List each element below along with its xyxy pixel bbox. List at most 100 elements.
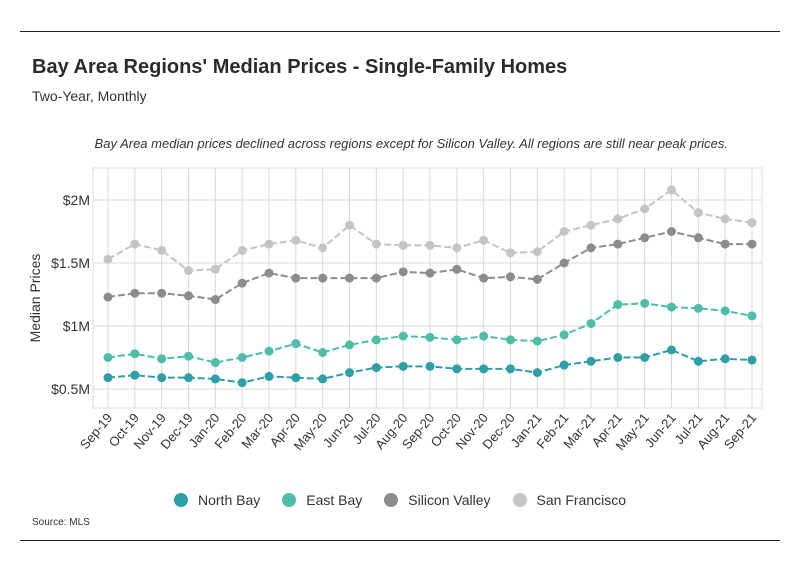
data-point-silicon-valley bbox=[452, 264, 462, 274]
data-point-san-francisco bbox=[693, 208, 703, 218]
data-point-san-francisco bbox=[184, 266, 193, 276]
chart-subtitle: Two-Year, Monthly bbox=[32, 88, 147, 104]
data-point-east-bay bbox=[720, 306, 730, 316]
legend-label-east-bay: East Bay bbox=[306, 492, 363, 508]
data-point-north-bay bbox=[318, 374, 328, 384]
data-point-san-francisco bbox=[506, 248, 515, 258]
data-point-san-francisco bbox=[210, 264, 220, 274]
legend-item-silicon-valley: Silicon Valley bbox=[384, 492, 491, 508]
x-tick-label: Sep-19 bbox=[77, 410, 115, 452]
data-point-east-bay bbox=[210, 358, 220, 368]
data-point-san-francisco bbox=[237, 245, 247, 255]
data-point-east-bay bbox=[103, 353, 113, 362]
data-point-silicon-valley bbox=[640, 233, 650, 243]
data-point-silicon-valley bbox=[693, 233, 703, 243]
data-point-san-francisco bbox=[613, 214, 623, 224]
data-point-east-bay bbox=[184, 351, 193, 361]
data-point-silicon-valley bbox=[371, 273, 381, 283]
legend-item-san-francisco: San Francisco bbox=[512, 492, 626, 508]
data-point-silicon-valley bbox=[720, 239, 730, 249]
legend-swatch-silicon-valley bbox=[384, 493, 399, 507]
data-point-silicon-valley bbox=[747, 239, 757, 249]
data-point-north-bay bbox=[720, 354, 730, 364]
data-point-east-bay bbox=[130, 349, 140, 359]
legend-label-san-francisco: San Francisco bbox=[536, 492, 626, 508]
top-rule bbox=[20, 31, 780, 32]
data-point-east-bay bbox=[693, 303, 703, 313]
data-point-north-bay bbox=[237, 378, 247, 388]
data-point-east-bay bbox=[157, 354, 167, 364]
data-point-north-bay bbox=[184, 373, 193, 383]
data-point-north-bay bbox=[479, 364, 489, 374]
data-point-east-bay bbox=[452, 335, 462, 345]
data-point-silicon-valley bbox=[264, 268, 274, 278]
data-point-san-francisco bbox=[532, 247, 542, 257]
data-point-san-francisco bbox=[318, 243, 328, 253]
data-point-east-bay bbox=[479, 331, 489, 341]
data-point-san-francisco bbox=[291, 235, 301, 245]
data-point-north-bay bbox=[667, 345, 676, 355]
data-point-san-francisco bbox=[559, 227, 569, 236]
data-point-silicon-valley bbox=[506, 272, 515, 282]
data-point-silicon-valley bbox=[479, 273, 489, 283]
legend-label-silicon-valley: Silicon Valley bbox=[408, 492, 491, 508]
chart-title: Bay Area Regions' Median Prices - Single… bbox=[32, 56, 568, 78]
data-point-silicon-valley bbox=[237, 278, 247, 288]
legend-label-north-bay: North Bay bbox=[198, 492, 261, 508]
data-point-san-francisco bbox=[747, 218, 757, 228]
data-point-north-bay bbox=[747, 355, 757, 365]
data-point-san-francisco bbox=[157, 245, 167, 255]
data-point-north-bay bbox=[586, 356, 596, 366]
data-point-north-bay bbox=[345, 368, 354, 378]
data-point-silicon-valley bbox=[345, 273, 354, 283]
y-tick-label: $0.5M bbox=[51, 381, 90, 397]
data-point-north-bay bbox=[425, 361, 435, 371]
data-point-north-bay bbox=[693, 356, 703, 366]
data-point-east-bay bbox=[613, 300, 623, 310]
data-point-san-francisco bbox=[452, 243, 462, 253]
data-point-silicon-valley bbox=[559, 258, 569, 268]
data-point-east-bay bbox=[237, 353, 247, 362]
data-point-east-bay bbox=[264, 346, 274, 356]
data-point-silicon-valley bbox=[184, 291, 193, 301]
data-point-east-bay bbox=[318, 347, 328, 357]
data-point-san-francisco bbox=[425, 240, 435, 250]
data-point-san-francisco bbox=[586, 220, 596, 230]
bottom-rule bbox=[20, 540, 780, 541]
data-point-east-bay bbox=[345, 340, 354, 350]
y-tick-label: $2M bbox=[63, 192, 90, 208]
plot-frame bbox=[92, 167, 763, 409]
data-point-san-francisco bbox=[398, 240, 408, 250]
data-point-silicon-valley bbox=[425, 268, 435, 278]
data-point-silicon-valley bbox=[613, 239, 623, 249]
data-point-north-bay bbox=[130, 370, 140, 380]
data-point-silicon-valley bbox=[130, 288, 140, 298]
legend-item-north-bay: North Bay bbox=[174, 492, 260, 508]
chart-legend: North Bay East Bay Silicon Valley San Fr… bbox=[0, 492, 800, 508]
data-point-east-bay bbox=[559, 330, 569, 340]
data-point-north-bay bbox=[613, 353, 623, 362]
y-tick-label: $1.5M bbox=[51, 255, 90, 271]
data-point-east-bay bbox=[586, 318, 596, 328]
chart-annotation: Bay Area median prices declined across r… bbox=[94, 136, 728, 151]
data-point-east-bay bbox=[398, 331, 408, 341]
data-point-silicon-valley bbox=[398, 267, 408, 277]
data-point-silicon-valley bbox=[103, 292, 113, 302]
data-point-east-bay bbox=[532, 336, 542, 346]
data-point-north-bay bbox=[506, 364, 515, 374]
data-point-san-francisco bbox=[130, 239, 140, 249]
data-point-san-francisco bbox=[667, 185, 676, 195]
data-point-north-bay bbox=[264, 371, 274, 381]
data-point-north-bay bbox=[371, 363, 381, 373]
source-note: Source: MLS bbox=[32, 517, 90, 528]
y-axis-label: Median Prices bbox=[27, 254, 43, 343]
data-point-north-bay bbox=[559, 360, 569, 370]
legend-swatch-east-bay bbox=[282, 493, 297, 507]
data-point-san-francisco bbox=[640, 204, 650, 214]
data-point-north-bay bbox=[398, 361, 408, 371]
data-point-north-bay bbox=[103, 373, 113, 383]
data-point-silicon-valley bbox=[586, 243, 596, 253]
data-point-silicon-valley bbox=[291, 273, 301, 283]
data-point-silicon-valley bbox=[532, 274, 542, 284]
